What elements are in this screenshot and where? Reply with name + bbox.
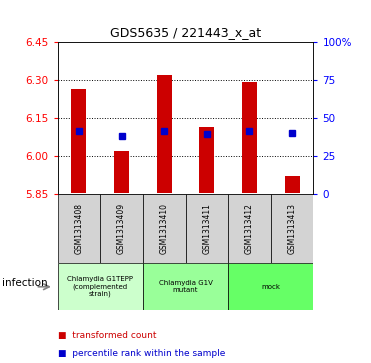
Bar xyxy=(285,176,300,193)
Text: GSM1313409: GSM1313409 xyxy=(117,203,126,254)
Bar xyxy=(186,194,228,263)
Bar xyxy=(157,75,172,193)
Bar xyxy=(100,194,143,263)
Bar xyxy=(228,194,271,263)
Title: GDS5635 / 221443_x_at: GDS5635 / 221443_x_at xyxy=(110,26,261,39)
Bar xyxy=(271,194,313,263)
Bar xyxy=(58,194,100,263)
Bar xyxy=(58,263,143,310)
Bar xyxy=(143,263,228,310)
Bar xyxy=(228,263,313,310)
Bar xyxy=(242,82,257,193)
Bar xyxy=(71,89,86,193)
Text: GSM1313411: GSM1313411 xyxy=(202,203,211,254)
Bar xyxy=(143,194,186,263)
Text: infection: infection xyxy=(2,278,47,288)
Text: Chlamydia G1TEPP
(complemented
strain): Chlamydia G1TEPP (complemented strain) xyxy=(67,276,133,297)
Text: GSM1313408: GSM1313408 xyxy=(74,203,83,254)
Text: GSM1313410: GSM1313410 xyxy=(160,203,169,254)
Text: mock: mock xyxy=(261,284,280,290)
Text: ■  transformed count: ■ transformed count xyxy=(58,331,156,340)
Bar xyxy=(199,127,214,193)
Text: GSM1313412: GSM1313412 xyxy=(245,203,254,254)
Bar xyxy=(114,151,129,193)
Text: Chlamydia G1V
mutant: Chlamydia G1V mutant xyxy=(158,280,213,293)
Text: ■  percentile rank within the sample: ■ percentile rank within the sample xyxy=(58,350,225,358)
Text: GSM1313413: GSM1313413 xyxy=(288,203,297,254)
